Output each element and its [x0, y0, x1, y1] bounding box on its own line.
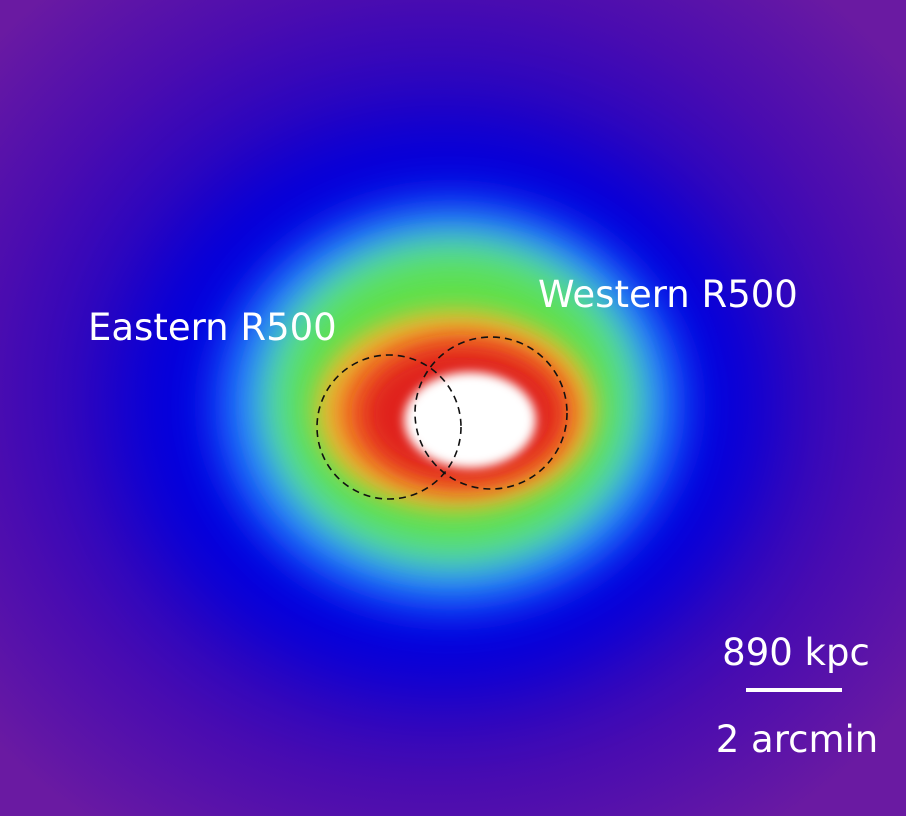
white-core — [404, 372, 536, 468]
scale-bar-distance: 890 kpc — [722, 631, 870, 674]
emission — [135, 140, 755, 680]
scale-bar-angle: 2 arcmin — [716, 718, 879, 761]
western-r500-circle — [414, 336, 568, 490]
eastern-label: Eastern R500 — [88, 306, 337, 349]
eastern-r500-circle — [316, 354, 462, 500]
western-label: Western R500 — [538, 273, 798, 316]
